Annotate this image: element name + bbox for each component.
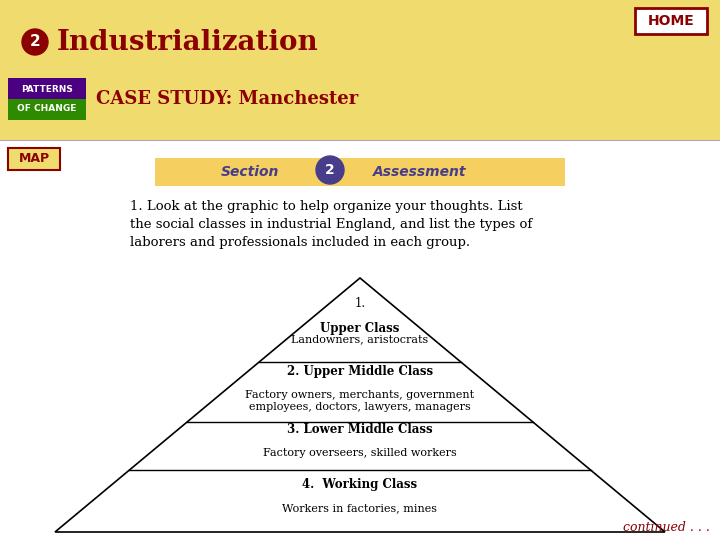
Polygon shape — [55, 278, 665, 532]
FancyBboxPatch shape — [8, 78, 86, 99]
FancyBboxPatch shape — [635, 8, 707, 34]
Text: MAP: MAP — [19, 152, 50, 165]
Text: 4.  Working Class: 4. Working Class — [302, 478, 418, 491]
Text: Section: Section — [221, 165, 279, 179]
Text: Workers in factories, mines: Workers in factories, mines — [282, 503, 438, 513]
Text: HOME: HOME — [647, 14, 694, 28]
Text: employees, doctors, lawyers, managers: employees, doctors, lawyers, managers — [249, 402, 471, 412]
Text: PATTERNS: PATTERNS — [21, 85, 73, 94]
Circle shape — [22, 29, 48, 55]
Text: Upper Class: Upper Class — [320, 322, 400, 335]
Circle shape — [316, 156, 344, 184]
FancyBboxPatch shape — [8, 148, 60, 170]
Text: the social classes in industrial England, and list the types of: the social classes in industrial England… — [130, 218, 532, 231]
Text: CASE STUDY: Manchester: CASE STUDY: Manchester — [96, 90, 359, 108]
FancyBboxPatch shape — [0, 140, 720, 540]
Text: Factory overseers, skilled workers: Factory overseers, skilled workers — [263, 448, 457, 458]
Text: laborers and professionals included in each group.: laborers and professionals included in e… — [130, 236, 470, 249]
FancyBboxPatch shape — [0, 0, 720, 140]
Text: 1.: 1. — [354, 297, 366, 310]
FancyBboxPatch shape — [155, 158, 565, 186]
Text: Industrialization: Industrialization — [57, 29, 319, 56]
Text: continued . . .: continued . . . — [623, 521, 710, 534]
Text: Assessment: Assessment — [373, 165, 467, 179]
Text: Landowners, aristocrats: Landowners, aristocrats — [292, 334, 428, 344]
Text: 2: 2 — [325, 163, 335, 177]
FancyBboxPatch shape — [8, 99, 86, 120]
Text: 2: 2 — [30, 35, 40, 50]
Text: 2. Upper Middle Class: 2. Upper Middle Class — [287, 365, 433, 378]
Text: OF CHANGE: OF CHANGE — [17, 104, 77, 113]
Text: 1. Look at the graphic to help organize your thoughts. List: 1. Look at the graphic to help organize … — [130, 200, 523, 213]
Text: 3. Lower Middle Class: 3. Lower Middle Class — [287, 423, 433, 436]
Text: Factory owners, merchants, government: Factory owners, merchants, government — [246, 390, 474, 400]
